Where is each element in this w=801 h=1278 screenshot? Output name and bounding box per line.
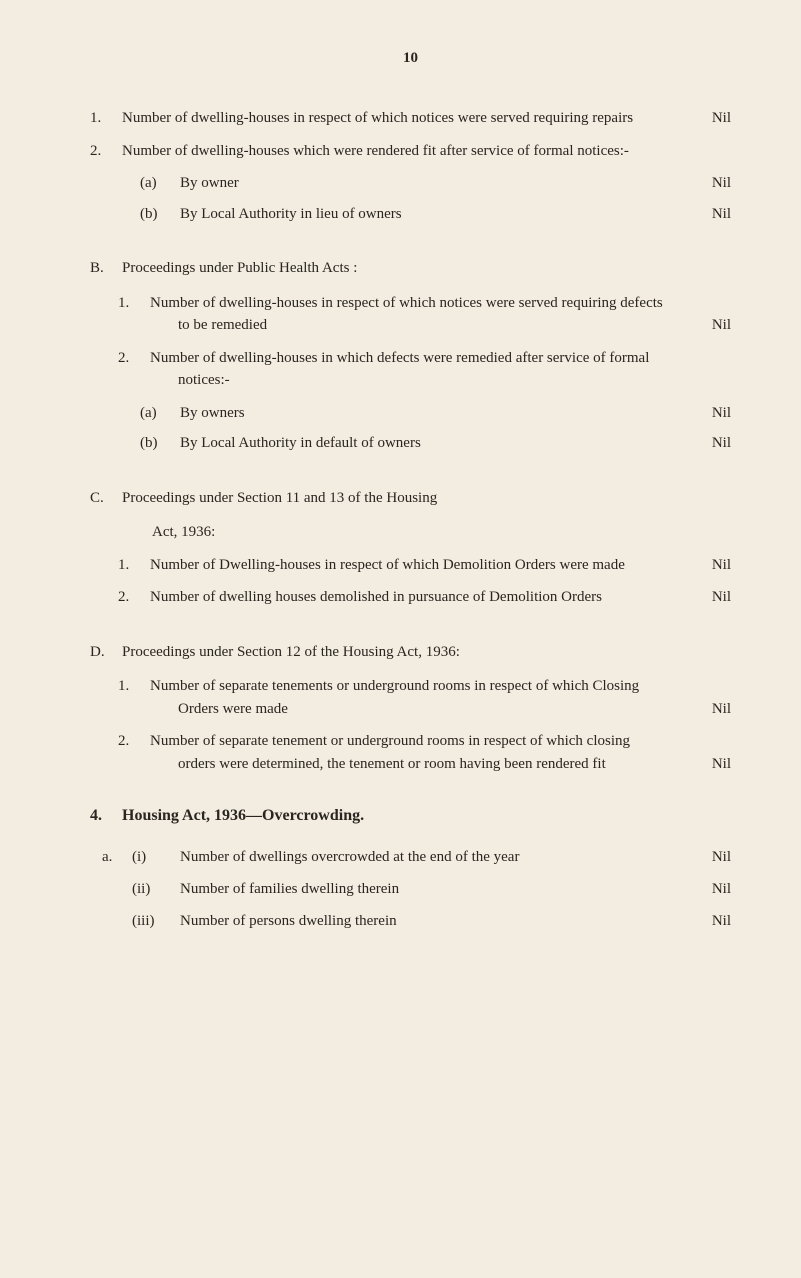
item-text: Number of dwelling-houses in respect of … <box>122 107 731 130</box>
sub-item-a2b: (b) By Local Authority in lieu of owners… <box>90 203 731 226</box>
section-d-head: D. Proceedings under Section 12 of the H… <box>90 641 731 664</box>
section-title: Proceedings under Public Health Acts : <box>122 257 731 280</box>
roman-label: (i) <box>132 845 180 869</box>
section-title: Proceedings under Section 12 of the Hous… <box>122 641 731 664</box>
item-a2: 2. Number of dwelling-houses which were … <box>90 140 731 163</box>
sub-label: (a) <box>140 172 180 195</box>
item-text: Number of dwelling-houses in respect of … <box>150 292 731 337</box>
sub-label: (b) <box>140 203 180 226</box>
roman-text: Number of families dwelling therein <box>180 877 681 901</box>
item-number: 2. <box>90 140 122 163</box>
section-c-title2: Act, 1936: <box>90 521 731 544</box>
roman-value: Nil <box>681 845 731 869</box>
section-letter: C. <box>90 487 122 510</box>
section-number: 4. <box>90 807 122 825</box>
item-number: 2. <box>118 730 150 775</box>
sub-label: (b) <box>140 432 180 455</box>
item-value: Nil <box>712 314 731 337</box>
page-number: 10 <box>90 50 731 67</box>
sub-value: Nil <box>681 172 731 195</box>
item-number: 2. <box>118 347 150 392</box>
section-b-head: B. Proceedings under Public Health Acts … <box>90 257 731 280</box>
sub-item-a2a: (a) By owner Nil <box>90 172 731 195</box>
item-number: 1. <box>118 554 150 577</box>
sub-letter <box>90 909 132 933</box>
sub-value: Nil <box>681 432 731 455</box>
sub-item-b2b: (b) By Local Authority in default of own… <box>90 432 731 455</box>
item-number: 1. <box>118 675 150 720</box>
sub-label: (a) <box>140 402 180 425</box>
roman-label: (iii) <box>132 909 180 933</box>
item-d2: 2. Number of separate tenement or underg… <box>90 730 731 775</box>
roman-item-ai: a. (i) Number of dwellings overcrowded a… <box>90 845 731 869</box>
sub-text: By owners <box>180 402 681 425</box>
item-b1: 1. Number of dwelling-houses in respect … <box>90 292 731 337</box>
item-text: Number of dwelling-houses in which defec… <box>150 347 731 392</box>
section-letter: B. <box>90 257 122 280</box>
section-c-head: C. Proceedings under Section 11 and 13 o… <box>90 487 731 510</box>
item-d1: 1. Number of separate tenements or under… <box>90 675 731 720</box>
item-number: 1. <box>118 292 150 337</box>
item-a1: 1. Number of dwelling-houses in respect … <box>90 107 731 130</box>
item-c2: 2. Number of dwelling houses demolished … <box>90 586 731 609</box>
sub-letter: a. <box>90 845 132 869</box>
sub-item-b2a: (a) By owners Nil <box>90 402 731 425</box>
roman-item-aiii: (iii) Number of persons dwelling therein… <box>90 909 731 933</box>
item-text: Number of Dwelling-houses in respect of … <box>150 554 731 577</box>
item-value: Nil <box>712 586 731 609</box>
item-text: Number of dwelling-houses which were ren… <box>122 140 731 163</box>
item-value: Nil <box>712 107 731 130</box>
roman-text: Number of persons dwelling therein <box>180 909 681 933</box>
item-text: Number of separate tenement or undergrou… <box>150 730 731 775</box>
sub-value: Nil <box>681 203 731 226</box>
sub-text: By owner <box>180 172 681 195</box>
section-4-heading: 4. Housing Act, 1936—Overcrowding. <box>90 807 731 825</box>
item-text: Number of dwelling houses demolished in … <box>150 586 731 609</box>
item-b2: 2. Number of dwelling-houses in which de… <box>90 347 731 392</box>
section-title: Proceedings under Section 11 and 13 of t… <box>122 487 731 510</box>
roman-text: Number of dwellings overcrowded at the e… <box>180 845 681 869</box>
sub-text: By Local Authority in lieu of owners <box>180 203 681 226</box>
roman-label: (ii) <box>132 877 180 901</box>
section-title: Housing Act, 1936—Overcrowding. <box>122 807 364 825</box>
roman-value: Nil <box>681 877 731 901</box>
sub-letter <box>90 877 132 901</box>
sub-value: Nil <box>681 402 731 425</box>
roman-value: Nil <box>681 909 731 933</box>
item-c1: 1. Number of Dwelling-houses in respect … <box>90 554 731 577</box>
section-letter: D. <box>90 641 122 664</box>
item-value: Nil <box>712 753 731 776</box>
sub-text: By Local Authority in default of owners <box>180 432 681 455</box>
item-number: 2. <box>118 586 150 609</box>
item-value: Nil <box>712 698 731 721</box>
item-value: Nil <box>712 554 731 577</box>
item-number: 1. <box>90 107 122 130</box>
roman-item-aii: (ii) Number of families dwelling therein… <box>90 877 731 901</box>
item-text: Number of separate tenements or undergro… <box>150 675 731 720</box>
